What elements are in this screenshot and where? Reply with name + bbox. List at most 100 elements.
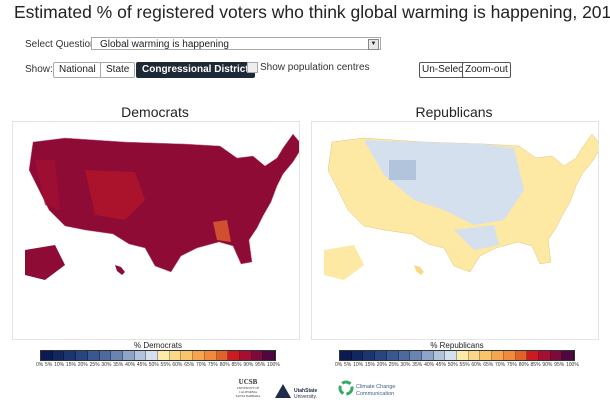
legend-swatch — [64, 351, 77, 360]
legend-tick: 30% — [101, 362, 112, 368]
legend-swatch — [158, 351, 170, 360]
republicans-map[interactable] — [311, 121, 603, 340]
legend-tick: 60% — [172, 362, 183, 368]
legend-swatch — [421, 351, 434, 360]
legend-tick: 10% — [353, 362, 364, 368]
legend-swatch — [41, 351, 53, 360]
congressional-district-button[interactable]: Congressional District — [136, 62, 255, 78]
legend-swatch — [111, 351, 123, 360]
legend-tick: 60% — [471, 362, 482, 368]
legend-tick: 95% — [554, 362, 565, 368]
legend-swatch — [87, 351, 100, 360]
legend-swatch — [515, 351, 528, 360]
population-centres-label: Show population centres — [260, 62, 370, 73]
legend-tick: 40% — [424, 362, 435, 368]
national-button[interactable]: National — [53, 62, 102, 78]
legend-swatch — [375, 351, 387, 360]
legend-tick: 100% — [267, 362, 280, 368]
legend-tick: 65% — [184, 362, 195, 368]
legend-ticks: 0% 5% 10% 15% 20% 25% 30% 35% 40% 45% 50% 55% 60% 65%… — [36, 362, 280, 368]
legend-swatch — [228, 351, 240, 360]
legend-swatch — [527, 351, 539, 360]
legend-swatch — [340, 351, 352, 360]
legend-swatch — [52, 351, 65, 360]
svg-text:Climate Change: Climate Change — [356, 384, 395, 390]
democrats-legend: % Democrats 0% 5% 10% 15% 20% 25% 30% 35% 40% 45%… — [36, 341, 280, 368]
chevron-down-icon[interactable]: ▼ — [368, 39, 379, 50]
legend-swatch — [263, 351, 276, 360]
legend-swatch — [146, 351, 159, 360]
legend-tick: 25% — [89, 362, 100, 368]
legend-tick: 0% — [335, 362, 343, 368]
legend-tick: 10% — [54, 362, 65, 368]
legend-tick: 50% — [447, 362, 458, 368]
legend-swatch — [538, 351, 551, 360]
legend-swatch — [134, 351, 147, 360]
legend-tick: 100% — [566, 362, 579, 368]
democrats-map[interactable] — [12, 121, 304, 340]
legend-swatch — [445, 351, 458, 360]
legend-tick: 45% — [435, 362, 446, 368]
legend-tick: 40% — [125, 362, 136, 368]
population-centres-checkbox[interactable] — [247, 62, 258, 73]
legend-tick: 90% — [542, 362, 553, 368]
legend-tick: 85% — [530, 362, 541, 368]
utah-state-logo: UtahState University. — [273, 380, 333, 400]
legend-swatch — [216, 351, 229, 360]
republicans-map-title: Republicans — [415, 104, 493, 120]
legend-swatch — [410, 351, 422, 360]
state-button[interactable]: State — [100, 62, 136, 78]
ucsb-logo: UCSB UNIVERSITY OF CALIFORNIA SANTA BARBAR… — [235, 378, 261, 398]
legend-tick: 70% — [495, 362, 506, 368]
legend-swatch — [251, 351, 264, 360]
svg-text:UtahState: UtahState — [294, 388, 318, 394]
legend-tick: 15% — [65, 362, 76, 368]
legend-tick: 90% — [243, 362, 254, 368]
legend-tick: 30% — [400, 362, 411, 368]
us-outline[interactable] — [28, 133, 304, 273]
legend-tick: 55% — [459, 362, 470, 368]
legend-tick: 75% — [506, 362, 517, 368]
legend-tick: 70% — [196, 362, 207, 368]
legend-tick: 35% — [113, 362, 124, 368]
legend-swatch — [398, 351, 411, 360]
legend-tick: 15% — [364, 362, 375, 368]
legend-swatch — [562, 351, 575, 360]
legend-swatch — [169, 351, 182, 360]
legend-swatch — [433, 351, 446, 360]
legend-bar — [339, 350, 575, 361]
legend-tick: 25% — [388, 362, 399, 368]
zoomout-button[interactable]: Zoom-out — [462, 62, 511, 78]
legend-swatch — [351, 351, 364, 360]
legend-swatch — [181, 351, 194, 360]
republicans-map-svg[interactable] — [312, 122, 603, 339]
legend-swatch — [204, 351, 217, 360]
page-title: Estimated % of registered voters who thi… — [14, 2, 610, 22]
legend-tick: 80% — [219, 362, 230, 368]
legend-bar — [40, 350, 276, 361]
legend-tick: 0% — [36, 362, 44, 368]
show-label: Show: — [25, 64, 53, 75]
legend-tick: 20% — [376, 362, 387, 368]
legend-tick: 45% — [136, 362, 147, 368]
legend-tick: 85% — [231, 362, 242, 368]
svg-text:Communication: Communication — [356, 391, 394, 397]
legend-swatch — [468, 351, 481, 360]
question-select[interactable]: Global warming is happening ▼ — [91, 37, 381, 50]
legend-tick: 20% — [77, 362, 88, 368]
legend-tick: 80% — [518, 362, 529, 368]
legend-swatch — [480, 351, 493, 360]
legend-tick: 65% — [483, 362, 494, 368]
legend-swatch — [550, 351, 563, 360]
legend-tick: 5% — [344, 362, 352, 368]
legend-title: % Democrats — [133, 341, 182, 350]
legend-title: % Republicans — [430, 341, 484, 350]
republicans-legend: % Republicans 0% 5% 10% 15% 20% 25% 30% 35% 40% 4… — [335, 341, 579, 368]
legend-tick: 50% — [148, 362, 159, 368]
legend-tick: 35% — [412, 362, 423, 368]
legend-tick: 5% — [45, 362, 53, 368]
democrats-map-svg[interactable] — [13, 122, 304, 339]
legend-tick: 55% — [160, 362, 171, 368]
legend-tick: 75% — [207, 362, 218, 368]
legend-swatch — [363, 351, 376, 360]
